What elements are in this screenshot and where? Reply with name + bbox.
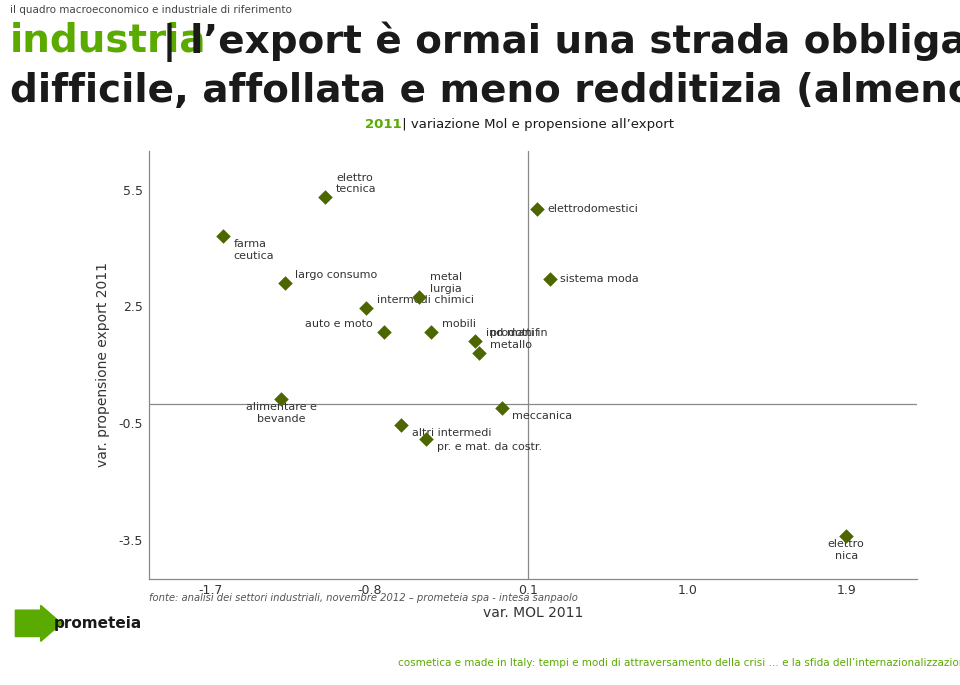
Text: largo consumo: largo consumo: [296, 270, 377, 280]
Text: riservato e confidenziale: riservato e confidenziale: [149, 658, 295, 668]
Point: [318, 192, 333, 203]
Text: farma
ceutica: farma ceutica: [233, 240, 275, 261]
Text: industria: industria: [10, 22, 206, 60]
Point: [277, 277, 293, 288]
Point: [471, 347, 487, 358]
Point: [541, 273, 557, 285]
Text: auto e moto: auto e moto: [305, 319, 373, 329]
Text: prometeia: prometeia: [54, 616, 142, 631]
Text: intermedi chimici: intermedi chimici: [376, 295, 473, 306]
Text: alimentare e
bevande: alimentare e bevande: [246, 402, 317, 424]
Text: | variazione Mol e propensione all’export: | variazione Mol e propensione all’expor…: [398, 118, 674, 131]
Text: | l’export è ormai una strada obbligata, ma più: | l’export è ormai una strada obbligata,…: [149, 22, 960, 62]
Text: mobili: mobili: [442, 319, 476, 329]
Point: [411, 291, 426, 302]
Point: [419, 433, 434, 444]
Text: fonte: analisi dei settori industriali, novembre 2012 – prometeia spa - intesa s: fonte: analisi dei settori industriali, …: [149, 593, 578, 603]
Text: pr. e mat. da costr.: pr. e mat. da costr.: [437, 442, 541, 452]
Point: [394, 420, 409, 431]
Text: elettro
nica: elettro nica: [828, 539, 865, 561]
Text: 8 marzo 2013 |: 8 marzo 2013 |: [312, 658, 397, 669]
Text: sistema moda: sistema moda: [561, 274, 639, 284]
Y-axis label: var. propensione export 2011: var. propensione export 2011: [96, 262, 110, 467]
Point: [838, 530, 853, 541]
Point: [423, 326, 439, 337]
Text: elettrodomestici: elettrodomestici: [548, 204, 638, 214]
Text: il quadro macroeconomico e industriale di riferimento: il quadro macroeconomico e industriale d…: [10, 5, 292, 15]
Text: 2011: 2011: [365, 118, 401, 131]
Text: prodotti in
metallo: prodotti in metallo: [490, 328, 547, 350]
Point: [358, 303, 373, 314]
Point: [494, 402, 510, 413]
Point: [215, 231, 230, 242]
Text: difficile, affollata e meno redditizia (almeno all’inizio…): difficile, affollata e meno redditizia (…: [10, 72, 960, 110]
Text: ind manif: ind manif: [486, 328, 539, 338]
Point: [468, 336, 483, 347]
Point: [530, 203, 545, 214]
X-axis label: var. MOL 2011: var. MOL 2011: [483, 606, 583, 620]
Text: metal
lurgia: metal lurgia: [429, 272, 462, 294]
Text: altri intermedi: altri intermedi: [412, 428, 492, 438]
Point: [376, 326, 392, 337]
Point: [274, 393, 289, 404]
Text: cosmetica e made in Italy: tempi e modi di attraversamento della crisi … e la sf: cosmetica e made in Italy: tempi e modi …: [398, 658, 960, 669]
Text: meccanica: meccanica: [513, 411, 572, 421]
Text: elettro
tecnica: elettro tecnica: [336, 173, 376, 195]
FancyArrow shape: [15, 606, 61, 641]
